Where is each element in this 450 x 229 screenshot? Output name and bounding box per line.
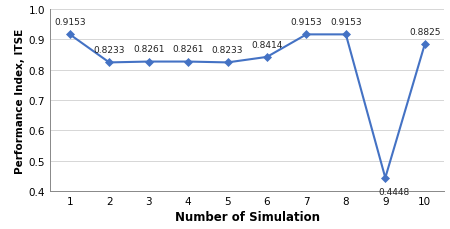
Text: 0.8414: 0.8414 [251,40,283,49]
Text: 0.8261: 0.8261 [133,45,164,54]
Text: 0.8233: 0.8233 [212,46,243,55]
Text: 0.4448: 0.4448 [378,187,409,196]
Text: 0.9153: 0.9153 [291,18,322,27]
X-axis label: Number of Simulation: Number of Simulation [175,210,320,224]
Y-axis label: Performance Index, ITSE: Performance Index, ITSE [14,28,25,173]
Text: 0.8261: 0.8261 [172,45,204,54]
Text: 0.8233: 0.8233 [94,46,125,55]
Text: 0.8825: 0.8825 [409,28,441,37]
Text: 0.9153: 0.9153 [54,18,86,27]
Text: 0.9153: 0.9153 [330,18,362,27]
